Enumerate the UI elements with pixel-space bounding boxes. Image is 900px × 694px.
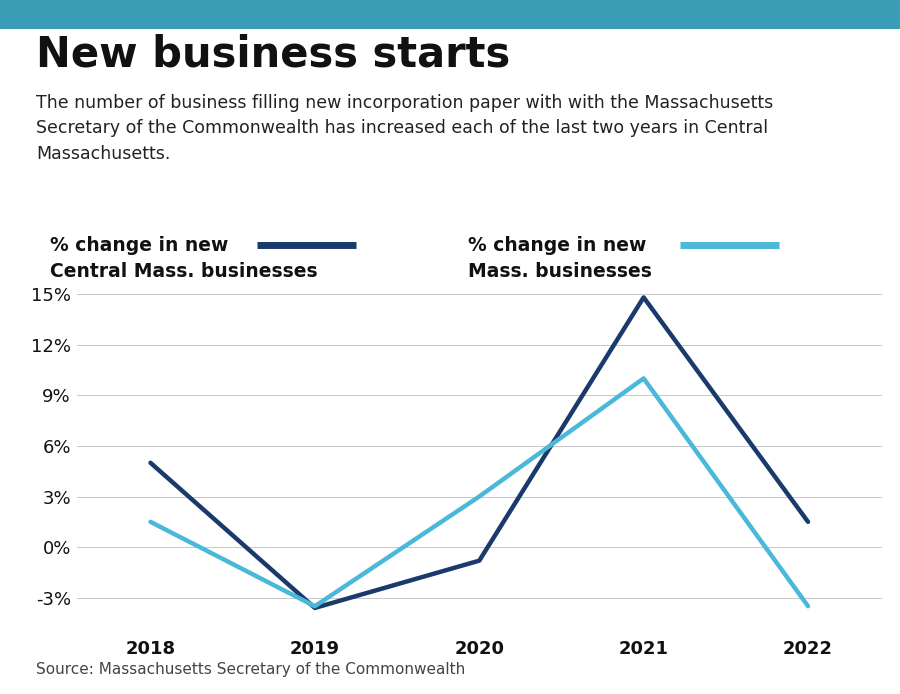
Text: Central Mass. businesses: Central Mass. businesses — [50, 262, 317, 281]
Text: The number of business filling new incorporation paper with with the Massachuset: The number of business filling new incor… — [36, 94, 773, 163]
Text: % change in new: % change in new — [50, 236, 228, 255]
Text: % change in new: % change in new — [468, 236, 646, 255]
Text: Source: Massachusetts Secretary of the Commonwealth: Source: Massachusetts Secretary of the C… — [36, 661, 465, 677]
Text: New business starts: New business starts — [36, 33, 510, 76]
Text: Mass. businesses: Mass. businesses — [468, 262, 652, 281]
